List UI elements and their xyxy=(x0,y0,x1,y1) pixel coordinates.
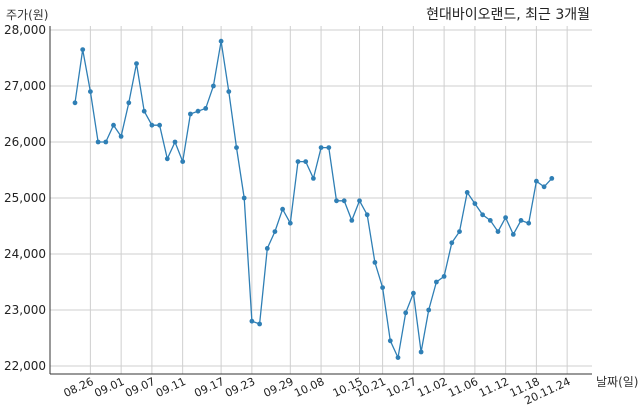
data-point xyxy=(349,218,355,223)
y-tick-label: 25,000 xyxy=(4,191,46,205)
data-point xyxy=(95,139,101,145)
x-tick-label: 10.08 xyxy=(292,375,326,400)
data-point xyxy=(257,321,262,327)
y-tick-label: 24,000 xyxy=(4,247,46,261)
data-point xyxy=(449,240,455,246)
data-point xyxy=(103,139,109,145)
data-point xyxy=(249,318,255,324)
data-point xyxy=(218,38,224,44)
data-point xyxy=(441,274,447,279)
x-tick-label: 08.26 xyxy=(62,375,96,400)
data-point xyxy=(418,349,424,355)
data-point xyxy=(188,111,193,117)
y-tick-label: 28,000 xyxy=(4,23,46,37)
data-point xyxy=(326,145,332,151)
x-tick-label: 11.06 xyxy=(446,375,480,400)
data-point xyxy=(357,198,362,204)
data-point xyxy=(241,195,247,201)
data-point xyxy=(480,212,485,218)
grid xyxy=(50,26,592,374)
data-point xyxy=(126,100,132,106)
chart-title: 현대바이오랜드, 최근 3개월 xyxy=(426,7,590,23)
x-tick-label: 11.12 xyxy=(477,375,511,400)
data-point xyxy=(141,108,147,114)
data-point xyxy=(503,215,508,221)
x-tick-label: 10.27 xyxy=(385,375,419,400)
data-point xyxy=(411,290,416,296)
y-tick-labels: 22,000 23,000 24,000 25,000 26,000 27,000 28,0… xyxy=(4,23,46,373)
data-point xyxy=(295,159,301,165)
data-point xyxy=(203,106,209,111)
data-point xyxy=(457,229,462,235)
data-point xyxy=(157,122,163,128)
data-point xyxy=(395,355,401,360)
data-point xyxy=(364,212,370,218)
x-tick-label: 09.29 xyxy=(262,375,296,400)
data-point xyxy=(318,145,324,151)
data-point xyxy=(510,232,516,237)
y-tick-label: 23,000 xyxy=(4,303,46,317)
data-point xyxy=(149,122,155,128)
data-point xyxy=(272,229,278,235)
data-point xyxy=(334,198,339,204)
x-tick-label: 09.01 xyxy=(92,375,126,400)
y-tick-label: 26,000 xyxy=(4,135,46,149)
data-point xyxy=(134,61,139,66)
y-axis-label: 주가(원) xyxy=(6,8,48,22)
data-point xyxy=(387,338,393,344)
data-point xyxy=(472,201,478,207)
data-point xyxy=(526,220,532,226)
data-point xyxy=(426,307,432,313)
x-tick-label: 11.02 xyxy=(415,375,449,400)
data-point xyxy=(380,285,385,290)
x-tick-label: 09.07 xyxy=(123,375,157,400)
data-point xyxy=(495,229,501,235)
x-axis-label: 날짜(일) xyxy=(596,375,638,389)
data-point xyxy=(549,176,555,181)
data-point xyxy=(534,178,539,184)
x-tick-label: 09.23 xyxy=(223,375,257,400)
data-point xyxy=(311,176,316,181)
data-point xyxy=(164,156,170,162)
data-point xyxy=(464,190,470,195)
data-point xyxy=(118,134,124,139)
data-point xyxy=(234,145,239,151)
x-tick-label: 09.17 xyxy=(192,375,226,400)
data-point xyxy=(287,220,293,226)
data-point xyxy=(434,279,439,285)
data-point xyxy=(264,246,270,251)
data-point xyxy=(341,198,347,204)
data-point xyxy=(72,100,78,106)
data-point xyxy=(487,218,493,223)
data-point xyxy=(195,108,201,114)
y-tick-label: 22,000 xyxy=(4,359,46,373)
data-point xyxy=(180,159,186,165)
data-point xyxy=(403,310,409,316)
data-point xyxy=(541,184,547,190)
data-point xyxy=(172,139,178,145)
data-point xyxy=(88,89,93,94)
data-point xyxy=(226,89,232,94)
data-point xyxy=(111,122,116,128)
data-point xyxy=(372,260,378,265)
data-point xyxy=(80,47,86,52)
data-points xyxy=(72,38,555,360)
x-tick-label: 09.11 xyxy=(154,375,188,400)
data-point xyxy=(280,206,285,212)
data-point xyxy=(303,159,309,165)
y-tick-label: 27,000 xyxy=(4,79,46,93)
data-point xyxy=(518,218,524,223)
data-point xyxy=(211,83,216,89)
